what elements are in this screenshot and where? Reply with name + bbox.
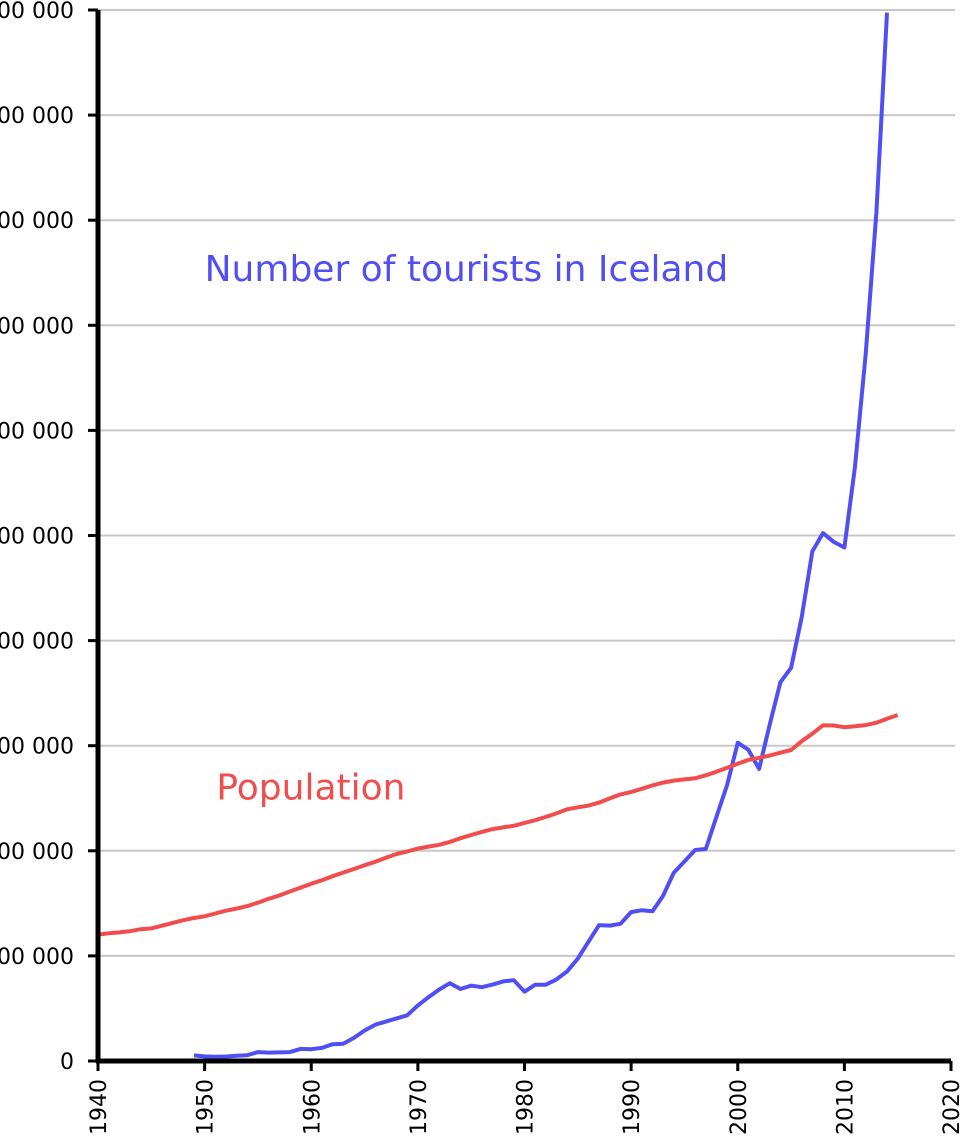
x-tick-label: 2010 — [833, 1079, 858, 1135]
gridlines — [98, 9, 955, 957]
x-tick-label: 1990 — [620, 1079, 645, 1135]
y-tick-label: 0 — [60, 1050, 74, 1075]
y-tick-label: 400 000 — [0, 630, 74, 655]
y-tick-label: 700 000 — [0, 314, 74, 339]
x-tick-label: 1980 — [514, 1079, 539, 1135]
x-tick-label: 2020 — [940, 1079, 962, 1135]
series-lines — [97, 12, 899, 1059]
series-line-population — [97, 713, 899, 937]
x-tick-label: 1960 — [300, 1079, 325, 1135]
y-tick-label: 600 000 — [0, 419, 74, 444]
y-tick-label: 100 000 — [0, 945, 74, 970]
x-tick-label: 1970 — [407, 1079, 432, 1135]
y-tick-label: 500 000 — [0, 525, 74, 550]
series-annotation: Population — [216, 767, 405, 808]
series-annotation: Number of tourists in Iceland — [205, 249, 729, 290]
series-annotations: Number of tourists in Iceland Population — [205, 249, 729, 808]
x-tick-label: 1940 — [87, 1079, 112, 1135]
x-tick-label: 2000 — [727, 1079, 752, 1135]
y-tick-label: 800 000 — [0, 209, 74, 234]
y-tick-label: 200 000 — [0, 840, 74, 865]
y-tick-label: 900 000 — [0, 104, 74, 129]
y-tick-label: 1 000 000 — [0, 0, 74, 24]
x-tick-label: 1950 — [194, 1079, 219, 1135]
series-line-tourists — [193, 12, 889, 1059]
y-tick-label: 300 000 — [0, 735, 74, 760]
axes — [88, 8, 953, 1071]
